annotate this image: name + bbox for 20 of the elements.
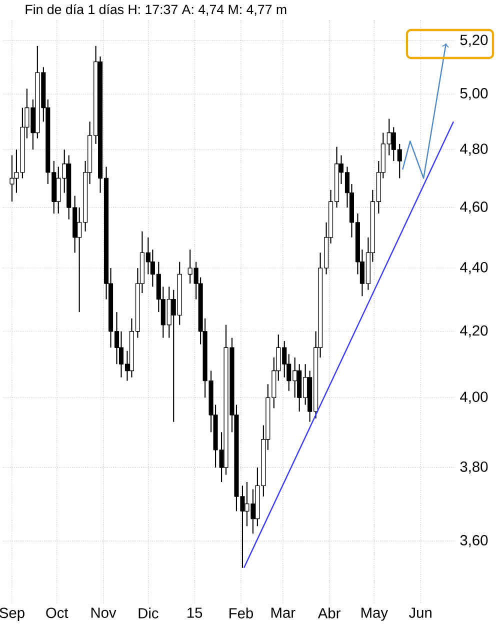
y-tick-label: 4,60 <box>460 202 488 214</box>
chart-title: Fin de día 1 días H: 17:37 A: 4,74 M: 4,77 m <box>26 4 286 16</box>
y-tick-label: 3,80 <box>460 462 488 474</box>
x-tick-label: 15 <box>188 608 202 618</box>
y-tick-label: 3,60 <box>460 535 488 548</box>
x-tick-label: Dic <box>138 608 158 618</box>
y-tick-label: 4,20 <box>460 325 488 338</box>
y-tick-label: 4,00 <box>460 392 488 404</box>
x-tick-label: Mar <box>271 608 296 618</box>
y-tick-label: 5,20 <box>460 34 488 47</box>
y-tick-label: 5,00 <box>460 88 488 100</box>
x-tick-label: Jun <box>408 608 432 618</box>
y-tick-label: 4,40 <box>460 262 488 274</box>
x-tick-label: Feb <box>230 608 253 618</box>
x-tick-label: Oct <box>46 608 68 618</box>
y-tick-label: 4,80 <box>460 144 488 156</box>
x-tick-label: Abr <box>318 608 340 618</box>
x-tick-label: Sep <box>0 608 24 621</box>
x-tick-label: May <box>362 608 388 621</box>
x-tick-label: Nov <box>91 608 116 618</box>
